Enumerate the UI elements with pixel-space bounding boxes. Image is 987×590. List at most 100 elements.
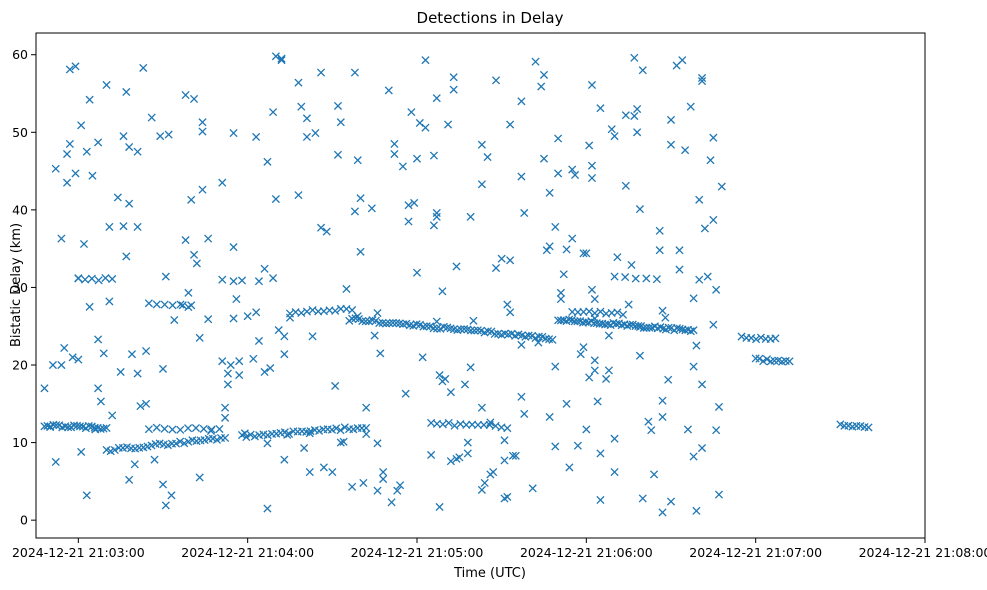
data-point xyxy=(51,164,60,173)
data-point xyxy=(168,301,177,310)
data-point xyxy=(520,409,529,418)
data-point xyxy=(85,302,94,311)
data-point xyxy=(432,212,441,221)
data-point xyxy=(483,327,492,336)
data-point xyxy=(249,354,258,363)
data-point xyxy=(596,104,605,113)
data-point xyxy=(192,259,201,268)
data-point xyxy=(717,182,726,191)
data-point xyxy=(635,351,645,360)
data-point xyxy=(99,424,108,433)
data-point xyxy=(556,288,565,297)
data-point xyxy=(429,324,438,333)
data-point xyxy=(647,426,656,435)
data-point xyxy=(181,90,190,100)
data-point xyxy=(469,316,478,325)
data-point xyxy=(762,355,772,364)
data-point xyxy=(477,403,486,412)
data-point xyxy=(81,275,90,284)
data-point xyxy=(125,142,134,152)
data-point xyxy=(638,66,647,75)
data-point xyxy=(176,437,185,446)
data-point xyxy=(709,133,718,142)
data-point xyxy=(79,239,89,249)
data-point xyxy=(435,371,444,380)
data-point xyxy=(229,129,238,138)
data-point xyxy=(621,273,630,282)
data-point xyxy=(506,120,515,129)
data-point xyxy=(271,52,280,61)
data-point xyxy=(415,118,424,128)
data-point xyxy=(604,366,613,375)
data-point xyxy=(524,331,533,340)
data-point xyxy=(171,439,181,448)
data-point xyxy=(661,313,670,322)
data-point xyxy=(144,299,153,308)
data-point xyxy=(353,156,362,165)
data-point xyxy=(506,308,515,317)
data-point xyxy=(218,178,227,187)
data-point xyxy=(181,236,190,245)
data-point xyxy=(206,426,216,436)
data-point xyxy=(607,125,616,134)
data-point xyxy=(161,272,170,281)
y-tick-label: 10 xyxy=(12,435,28,450)
data-point xyxy=(316,223,326,232)
y-tick-label: 50 xyxy=(12,125,28,140)
data-point xyxy=(266,364,275,373)
data-point xyxy=(623,321,632,331)
data-point xyxy=(539,154,549,163)
data-point xyxy=(373,486,382,495)
data-point xyxy=(336,118,345,127)
data-point xyxy=(105,222,114,231)
data-point xyxy=(328,468,337,477)
data-point xyxy=(362,423,371,432)
data-point xyxy=(655,246,664,255)
x-axis-ticks: 2024-12-21 21:03:00 2024-12-21 21:04:00 20… xyxy=(12,538,987,560)
data-point xyxy=(446,457,455,466)
x-axis-label: Time (UTC) xyxy=(453,566,526,581)
data-point xyxy=(269,274,278,283)
data-point xyxy=(125,475,134,484)
data-point xyxy=(697,77,707,86)
x-tick-label: 2024-12-21 21:06:00 xyxy=(520,545,653,560)
data-point xyxy=(184,424,193,433)
data-point xyxy=(187,301,196,310)
data-point xyxy=(664,375,673,384)
data-point xyxy=(71,62,80,71)
data-point xyxy=(785,357,794,366)
data-point xyxy=(300,443,309,453)
data-point xyxy=(697,380,707,389)
data-point xyxy=(156,132,165,141)
data-point xyxy=(82,147,91,156)
data-point xyxy=(421,123,430,132)
data-point xyxy=(570,170,580,180)
data-point xyxy=(627,260,636,270)
data-point xyxy=(752,335,761,344)
data-point xyxy=(77,121,86,130)
x-tick-label: 2024-12-21 21:03:00 xyxy=(12,545,145,560)
data-point xyxy=(350,207,359,216)
data-point xyxy=(503,492,512,501)
data-point xyxy=(235,371,244,380)
data-point xyxy=(77,447,86,456)
data-point xyxy=(590,356,599,365)
data-point xyxy=(463,449,472,458)
data-point xyxy=(697,73,707,83)
data-point xyxy=(226,360,235,370)
data-point xyxy=(432,208,441,218)
data-point xyxy=(678,56,687,65)
data-point xyxy=(712,285,721,294)
data-point xyxy=(152,423,161,432)
data-point xyxy=(568,234,577,243)
data-point xyxy=(218,357,227,366)
data-point xyxy=(167,491,176,500)
data-point xyxy=(422,322,431,331)
data-point xyxy=(613,308,622,317)
data-point xyxy=(664,323,673,332)
data-point xyxy=(587,285,597,294)
data-point xyxy=(198,118,207,127)
y-tick-label: 0 xyxy=(20,513,28,528)
data-point xyxy=(133,222,142,231)
data-point xyxy=(582,249,591,258)
